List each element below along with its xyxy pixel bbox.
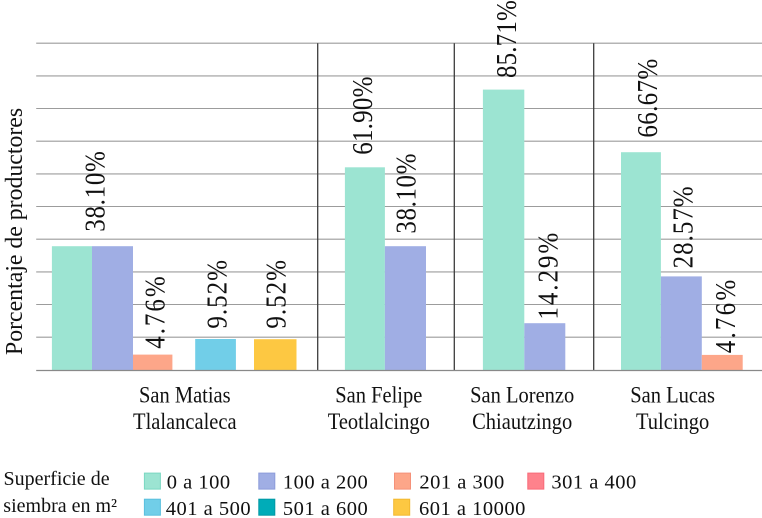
svg-text:9.52%: 9.52% bbox=[260, 259, 292, 329]
svg-text:66.67%: 66.67% bbox=[632, 58, 664, 137]
svg-text:201 a 300: 201 a 300 bbox=[419, 471, 504, 493]
svg-text:61.90%: 61.90% bbox=[346, 76, 378, 155]
svg-text:San Matias: San Matias bbox=[139, 382, 231, 407]
svg-text:Tulcingo: Tulcingo bbox=[636, 409, 709, 434]
svg-text:Tlalancaleca: Tlalancaleca bbox=[133, 409, 237, 434]
svg-text:Chiautzingo: Chiautzingo bbox=[472, 409, 572, 434]
svg-text:San Lorenzo: San Lorenzo bbox=[470, 382, 574, 407]
svg-text:601 a 10000: 601 a 10000 bbox=[419, 498, 526, 518]
svg-text:14.29%: 14.29% bbox=[532, 231, 564, 320]
svg-text:San Felipe: San Felipe bbox=[335, 382, 422, 407]
svg-text:0 a 100: 0 a 100 bbox=[167, 471, 231, 493]
svg-text:9.52%: 9.52% bbox=[201, 259, 233, 329]
svg-text:85.71%: 85.71% bbox=[491, 0, 523, 78]
svg-text:501 a 600: 501 a 600 bbox=[283, 498, 368, 518]
svg-text:siembra en m²: siembra en m² bbox=[3, 495, 117, 517]
svg-text:4.76%: 4.76% bbox=[139, 274, 171, 349]
svg-text:San Lucas: San Lucas bbox=[630, 382, 715, 407]
svg-text:38.10%: 38.10% bbox=[390, 153, 422, 234]
svg-text:4.76%: 4.76% bbox=[710, 278, 742, 354]
svg-text:Superficie de: Superficie de bbox=[4, 468, 110, 490]
svg-text:Teotlalcingo: Teotlalcingo bbox=[328, 409, 430, 434]
svg-text:301 a 400: 301 a 400 bbox=[551, 471, 636, 493]
svg-text:38.10%: 38.10% bbox=[79, 150, 111, 231]
svg-text:401 a 500: 401 a 500 bbox=[166, 498, 251, 518]
svg-text:100 a 200: 100 a 200 bbox=[283, 471, 368, 493]
svg-text:28.57%: 28.57% bbox=[667, 185, 699, 268]
svg-text:Porcentaje de productores: Porcentaje de productores bbox=[2, 108, 28, 355]
